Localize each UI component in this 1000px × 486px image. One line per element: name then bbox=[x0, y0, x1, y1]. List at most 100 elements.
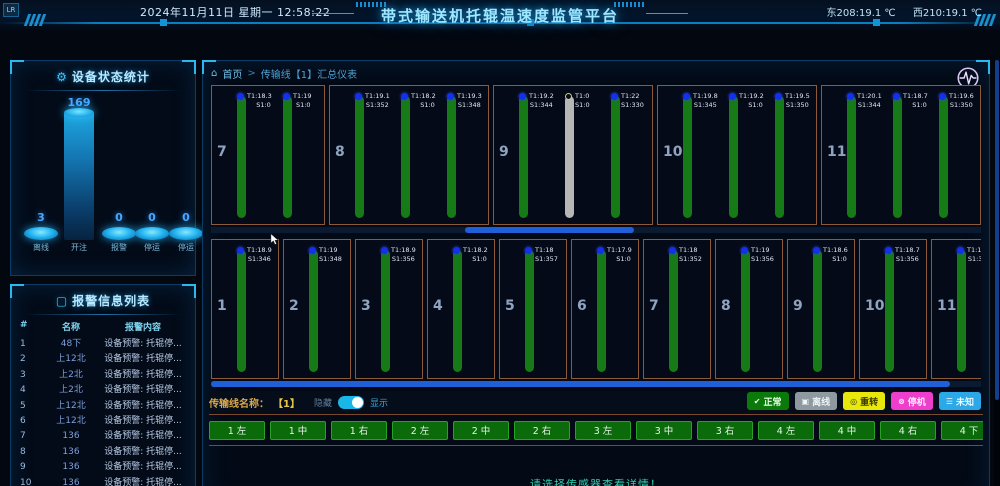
gauge-card[interactable]: 8 T1:19 S1:356 bbox=[715, 239, 783, 379]
gauge-bar-cell[interactable]: T1:19.2 S1:0 bbox=[721, 92, 767, 218]
gauge-bar-cell[interactable]: T1:19 S1:356 bbox=[733, 246, 779, 372]
alarm-row[interactable]: 10 136 设备预警: 托辊停... bbox=[11, 476, 195, 486]
alarm-row[interactable]: 5 上12北 设备预警: 托辊停... bbox=[11, 399, 195, 414]
gauge-bar[interactable] bbox=[237, 96, 246, 218]
legend-button-停机[interactable]: ⊗ 停机 bbox=[891, 392, 933, 410]
window-restore-button[interactable]: LR bbox=[3, 3, 19, 17]
sensor-tab-8[interactable]: 3 中 bbox=[636, 421, 692, 440]
sensor-tab-13[interactable]: 4 下 bbox=[941, 421, 983, 440]
gauge-bar[interactable] bbox=[669, 250, 678, 372]
sensor-tab-12[interactable]: 4 右 bbox=[880, 421, 936, 440]
gauge-card[interactable]: 3 T1:18.9 S1:356 bbox=[355, 239, 423, 379]
page-scrollbar[interactable] bbox=[994, 60, 1000, 486]
alarm-row[interactable]: 3 上2北 设备预警: 托辊停... bbox=[11, 368, 195, 383]
gauge-card[interactable]: 1 T1:18.9 S1:346 bbox=[211, 239, 279, 379]
gauge-bar-cell[interactable]: T1:20.1 S1:344 bbox=[839, 92, 885, 218]
home-icon[interactable]: ⌂ bbox=[211, 67, 218, 79]
gauge-card[interactable]: 7 T1:18.3 S1:0 T1:19 S1:0 bbox=[211, 85, 325, 225]
gauge-bar[interactable] bbox=[813, 250, 822, 372]
gauge-bar[interactable] bbox=[741, 250, 750, 372]
sensor-tab-10[interactable]: 4 左 bbox=[758, 421, 814, 440]
sensor-tab-9[interactable]: 3 右 bbox=[697, 421, 753, 440]
gauge-card[interactable]: 11 T1:20.1 S1:344 T1:18.7 S1:0 T1:19.6 S1:350 bbox=[821, 85, 981, 225]
alarm-row[interactable]: 1 48下 设备预警: 托辊停... bbox=[11, 337, 195, 352]
gauge-bar-cell[interactable]: T1:18 S1:357 bbox=[517, 246, 563, 372]
row-lower-scrollbar[interactable] bbox=[211, 381, 981, 387]
gauge-bar-cell[interactable]: T1:18.3 S1:0 bbox=[229, 92, 275, 218]
gauge-card[interactable]: 10 T1:18.7 S1:356 bbox=[859, 239, 927, 379]
gauge-bar-cell[interactable]: T1:18.6 S1:0 bbox=[805, 246, 851, 372]
gauge-card[interactable]: 11 T1:19.4S1:357 bbox=[931, 239, 981, 379]
sensor-tab-4[interactable]: 2 左 bbox=[392, 421, 448, 440]
legend-button-正常[interactable]: ✔ 正常 bbox=[746, 392, 789, 410]
legend-button-离线[interactable]: ▣ 离线 bbox=[794, 392, 838, 410]
gauge-card[interactable]: 10 T1:19.8 S1:345 T1:19.2 S1:0 T1:19.5 S1:350 bbox=[657, 85, 817, 225]
gauge-card[interactable]: 4 T1:18.2 S1:0 bbox=[427, 239, 495, 379]
gauge-bar[interactable] bbox=[565, 96, 574, 218]
gauge-card[interactable]: 6 T1:17.9 S1:0 bbox=[571, 239, 639, 379]
gauge-bar[interactable] bbox=[237, 250, 246, 372]
sensor-tab-11[interactable]: 4 中 bbox=[819, 421, 875, 440]
gauge-bar-cell[interactable]: T1:19 S1:348 bbox=[301, 246, 347, 372]
gauge-bar[interactable] bbox=[939, 96, 948, 218]
gauge-bar-cell[interactable]: T1:19.8 S1:345 bbox=[675, 92, 721, 218]
sensor-tab-1[interactable]: 1 左 bbox=[209, 421, 265, 440]
sensor-tab-3[interactable]: 1 右 bbox=[331, 421, 387, 440]
gauge-bar[interactable] bbox=[597, 250, 606, 372]
gauge-bar[interactable] bbox=[309, 250, 318, 372]
legend-button-未知[interactable]: ☰ 未知 bbox=[938, 392, 981, 410]
alarm-row[interactable]: 2 上12北 设备预警: 托辊停... bbox=[11, 352, 195, 367]
gauge-bar[interactable] bbox=[525, 250, 534, 372]
gauge-card[interactable]: 2 T1:19 S1:348 bbox=[283, 239, 351, 379]
gauge-bar[interactable] bbox=[611, 96, 620, 218]
gauge-bar-cell[interactable]: T1:18 S1:352 bbox=[661, 246, 707, 372]
gauge-card[interactable]: 9 T1:19.2 S1:344 T1:0 S1:0 T1:22 S1:330 bbox=[493, 85, 653, 225]
alarm-row[interactable]: 4 上2北 设备预警: 托辊停... bbox=[11, 383, 195, 398]
gauge-card[interactable]: 5 T1:18 S1:357 bbox=[499, 239, 567, 379]
gauge-bar-cell[interactable]: T1:0 S1:0 bbox=[557, 92, 603, 218]
alarm-row[interactable]: 6 上12北 设备预警: 托辊停... bbox=[11, 414, 195, 429]
gauge-bar-cell[interactable]: T1:18.9 S1:346 bbox=[229, 246, 275, 372]
gauge-bar[interactable] bbox=[519, 96, 528, 218]
gauge-bar-cell[interactable]: T1:19.3 S1:348 bbox=[439, 92, 485, 218]
gauge-bar-cell[interactable]: T1:19.1 S1:352 bbox=[347, 92, 393, 218]
gauge-bar[interactable] bbox=[847, 96, 856, 218]
gauge-bar[interactable] bbox=[453, 250, 462, 372]
gauge-bar[interactable] bbox=[957, 250, 966, 372]
gauge-bar[interactable] bbox=[885, 250, 894, 372]
show-hide-toggle[interactable] bbox=[337, 396, 364, 409]
gauge-bar-cell[interactable]: T1:22 S1:330 bbox=[603, 92, 649, 218]
gauge-bar[interactable] bbox=[381, 250, 390, 372]
gauge-card[interactable]: 7 T1:18 S1:352 bbox=[643, 239, 711, 379]
gauge-bar-cell[interactable]: T1:18.9 S1:356 bbox=[373, 246, 419, 372]
gauge-bar-cell[interactable]: T1:19.2 S1:344 bbox=[511, 92, 557, 218]
sensor-tab-5[interactable]: 2 中 bbox=[453, 421, 509, 440]
gauge-bar-cell[interactable]: T1:19.4S1:357 bbox=[949, 246, 981, 372]
gauge-bar-cell[interactable]: T1:19 S1:0 bbox=[275, 92, 321, 218]
breadcrumb-current[interactable]: 传输线【1】汇总仪表 bbox=[260, 69, 358, 81]
sensor-tab-7[interactable]: 3 左 bbox=[575, 421, 631, 440]
gauge-bar[interactable] bbox=[401, 96, 410, 218]
alarm-row[interactable]: 7 136 设备预警: 托辊停... bbox=[11, 429, 195, 444]
sensor-tab-2[interactable]: 1 中 bbox=[270, 421, 326, 440]
gauge-card[interactable]: 8 T1:19.1 S1:352 T1:18.2 S1:0 T1:19.3 S1:348 bbox=[329, 85, 489, 225]
gauge-bar-cell[interactable]: T1:18.7 S1:356 bbox=[877, 246, 923, 372]
gauge-bar-cell[interactable]: T1:18.2 S1:0 bbox=[393, 92, 439, 218]
alarm-row[interactable]: 9 136 设备预警: 托辊停... bbox=[11, 460, 195, 475]
gauge-card[interactable]: 9 T1:18.6 S1:0 bbox=[787, 239, 855, 379]
gauge-bar-cell[interactable]: T1:18.7 S1:0 bbox=[885, 92, 931, 218]
legend-button-重转[interactable]: ◎ 重转 bbox=[843, 392, 886, 410]
gauge-bar[interactable] bbox=[447, 96, 456, 218]
gauge-bar[interactable] bbox=[729, 96, 738, 218]
gauge-bar[interactable] bbox=[683, 96, 692, 218]
gauge-bar[interactable] bbox=[355, 96, 364, 218]
row-upper-scrollbar[interactable] bbox=[211, 227, 981, 233]
gauge-bar-cell[interactable]: T1:19.6 S1:350 bbox=[931, 92, 977, 218]
gauge-bar[interactable] bbox=[775, 96, 784, 218]
alarm-row[interactable]: 8 136 设备预警: 托辊停... bbox=[11, 445, 195, 460]
gauge-bar-cell[interactable]: T1:18.2 S1:0 bbox=[445, 246, 491, 372]
breadcrumb-home[interactable]: 首页 bbox=[222, 69, 243, 81]
gauge-bar[interactable] bbox=[283, 96, 292, 218]
gauge-bar[interactable] bbox=[893, 96, 902, 218]
sensor-tab-6[interactable]: 2 右 bbox=[514, 421, 570, 440]
